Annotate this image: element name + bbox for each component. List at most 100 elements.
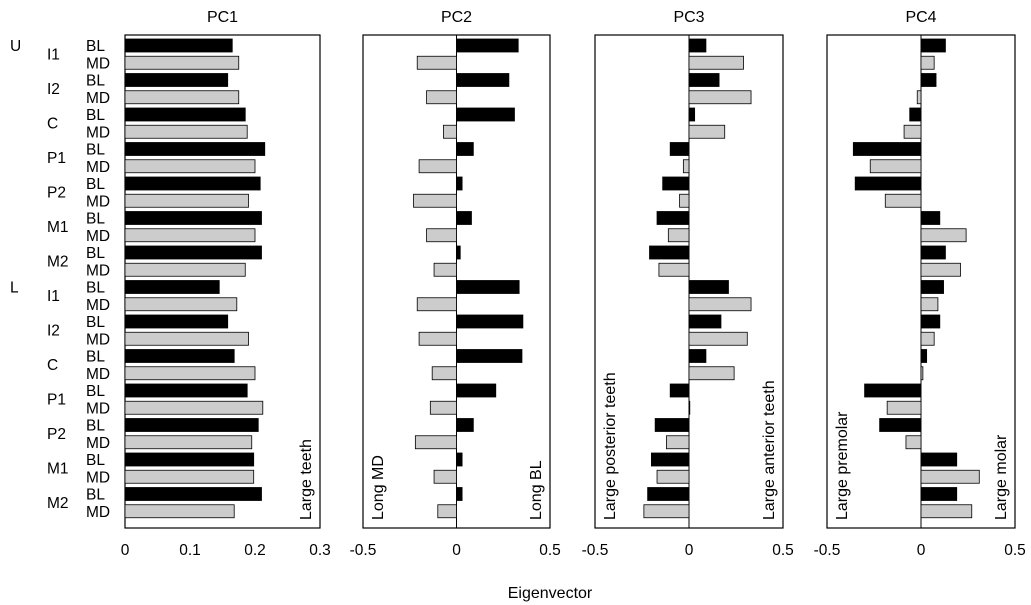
measure-label-md: MD bbox=[86, 228, 110, 245]
tick-label: -0.5 bbox=[350, 542, 377, 559]
bar-md bbox=[688, 124, 726, 139]
measure-label-bl: BL bbox=[86, 38, 105, 55]
measure-label-bl: BL bbox=[86, 280, 105, 297]
measure-label-bl: BL bbox=[86, 142, 105, 159]
bar-bl bbox=[920, 487, 958, 501]
tick-label: 0 bbox=[917, 542, 926, 559]
measure-label-md: MD bbox=[86, 469, 110, 486]
bar-md bbox=[433, 469, 457, 484]
tick-label: 0.2 bbox=[244, 542, 266, 559]
bar-bl bbox=[456, 245, 461, 260]
measure-label-md: MD bbox=[86, 400, 110, 417]
bar-md bbox=[124, 366, 256, 381]
tooth-label: I2 bbox=[47, 81, 60, 98]
bar-md bbox=[437, 504, 457, 519]
bar-bl bbox=[124, 38, 233, 53]
bar-bl bbox=[456, 211, 472, 225]
annotation-left: Large posterior teeth bbox=[602, 372, 619, 520]
bar-md bbox=[916, 90, 922, 105]
bar-md bbox=[124, 228, 256, 243]
bar-bl bbox=[920, 280, 944, 294]
bar-md bbox=[666, 435, 690, 450]
bar-md bbox=[124, 124, 248, 139]
bar-bl bbox=[124, 245, 262, 260]
tick-label: 0 bbox=[685, 542, 694, 559]
bar-md bbox=[418, 159, 457, 174]
bar-md bbox=[124, 331, 249, 346]
bar-bl bbox=[920, 211, 941, 225]
bar-md bbox=[920, 504, 973, 519]
annotation-right: Long BL bbox=[528, 460, 545, 520]
bar-bl bbox=[688, 73, 720, 87]
tick-label: -0.5 bbox=[582, 542, 609, 559]
bar-md bbox=[667, 228, 690, 243]
bar-md bbox=[426, 228, 457, 243]
bar-bl bbox=[669, 142, 690, 156]
bar-md bbox=[688, 90, 752, 105]
bar-md bbox=[656, 469, 690, 484]
bar-bl bbox=[456, 38, 519, 53]
measure-label-bl: BL bbox=[86, 211, 105, 228]
bar-md bbox=[920, 262, 961, 277]
bar-bl bbox=[920, 73, 937, 87]
bar-bl bbox=[854, 176, 922, 191]
bar-bl bbox=[456, 452, 463, 467]
bar-md bbox=[688, 366, 735, 381]
bar-md bbox=[124, 55, 240, 70]
panel-title: PC3 bbox=[673, 9, 704, 26]
measure-label-md: MD bbox=[86, 262, 110, 279]
measure-label-md: MD bbox=[86, 193, 110, 210]
jaw-label: U bbox=[10, 38, 21, 55]
measure-label-md: MD bbox=[86, 90, 110, 107]
bar-bl bbox=[456, 176, 463, 191]
bar-bl bbox=[852, 142, 922, 156]
bar-bl bbox=[909, 107, 922, 122]
measure-label-bl: BL bbox=[86, 107, 105, 124]
bar-md bbox=[124, 504, 235, 519]
bar-md bbox=[426, 90, 457, 105]
bar-md bbox=[124, 262, 246, 277]
measure-label-md: MD bbox=[86, 159, 110, 176]
bar-bl bbox=[649, 245, 690, 260]
bar-bl bbox=[124, 487, 262, 501]
measure-label-bl: BL bbox=[86, 245, 105, 262]
bar-md bbox=[905, 435, 922, 450]
tooth-label: C bbox=[47, 357, 58, 374]
bar-bl bbox=[124, 383, 248, 398]
bar-bl bbox=[456, 142, 474, 156]
tooth-label: M2 bbox=[47, 495, 69, 512]
tooth-label: P1 bbox=[47, 150, 66, 167]
measure-label-bl: BL bbox=[86, 73, 105, 90]
bar-md bbox=[658, 262, 690, 277]
bar-md bbox=[431, 366, 457, 381]
tooth-label: I2 bbox=[47, 323, 60, 340]
bar-bl bbox=[124, 176, 261, 191]
bar-bl bbox=[688, 280, 729, 294]
bar-md bbox=[433, 262, 457, 277]
bar-bl bbox=[920, 245, 946, 260]
measure-label-md: MD bbox=[86, 435, 110, 452]
bar-bl bbox=[688, 314, 722, 329]
measure-label-bl: BL bbox=[86, 314, 105, 331]
measure-label-md: MD bbox=[86, 331, 110, 348]
bar-bl bbox=[688, 38, 707, 53]
bar-bl bbox=[124, 280, 220, 294]
bar-md bbox=[429, 400, 457, 415]
measure-label-bl: BL bbox=[86, 349, 105, 366]
bar-bl bbox=[124, 452, 255, 467]
panel-title: PC1 bbox=[207, 9, 238, 26]
measure-label-md: MD bbox=[86, 55, 110, 72]
bar-md bbox=[124, 435, 253, 450]
bar-md bbox=[920, 366, 924, 381]
bar-md bbox=[679, 193, 690, 208]
bar-bl bbox=[124, 314, 229, 329]
bar-bl bbox=[920, 314, 941, 329]
bar-bl bbox=[456, 107, 515, 122]
bar-md bbox=[884, 193, 922, 208]
tick-label: 0.5 bbox=[1004, 542, 1026, 559]
bar-md bbox=[124, 159, 256, 174]
bar-bl bbox=[688, 107, 696, 122]
bar-md bbox=[869, 159, 922, 174]
bar-bl bbox=[124, 107, 246, 122]
